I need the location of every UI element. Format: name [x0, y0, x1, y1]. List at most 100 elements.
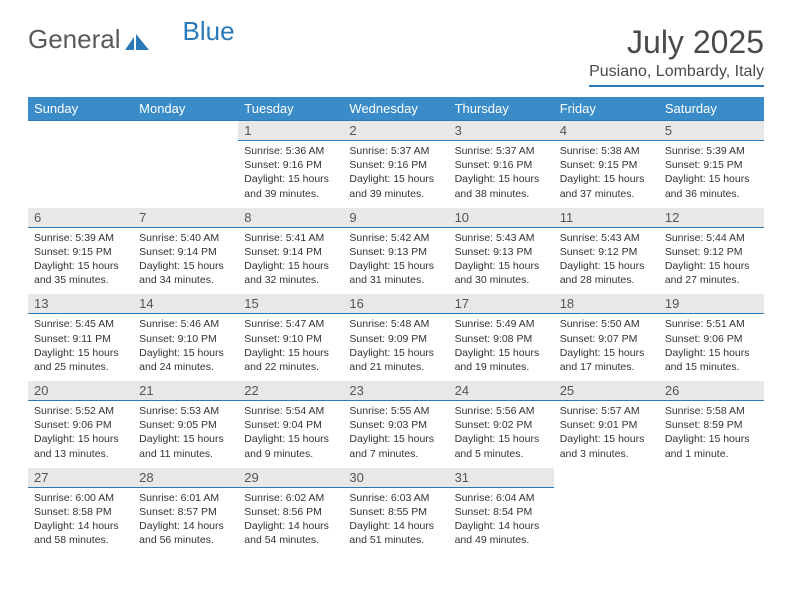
day-number: 8 — [238, 208, 343, 228]
day-number: 28 — [133, 468, 238, 488]
weekday-header-saturday: Saturday — [659, 97, 764, 121]
day-cell-22: 22Sunrise: 5:54 AMSunset: 9:04 PMDayligh… — [238, 381, 343, 468]
day-number: 14 — [133, 294, 238, 314]
day-number: 27 — [28, 468, 133, 488]
day-number: 15 — [238, 294, 343, 314]
logo: General Blue — [28, 24, 235, 55]
day-cell-25: 25Sunrise: 5:57 AMSunset: 9:01 PMDayligh… — [554, 381, 659, 468]
day-number: 12 — [659, 208, 764, 228]
day-number: 25 — [554, 381, 659, 401]
day-cell-1: 1Sunrise: 5:36 AMSunset: 9:16 PMDaylight… — [238, 121, 343, 208]
weekday-header-row: SundayMondayTuesdayWednesdayThursdayFrid… — [28, 97, 764, 121]
day-number: 3 — [449, 121, 554, 141]
day-number: 29 — [238, 468, 343, 488]
day-number: 1 — [238, 121, 343, 141]
day-number: 31 — [449, 468, 554, 488]
logo-text-general: General — [28, 24, 121, 55]
empty-cell — [659, 467, 764, 554]
day-info: Sunrise: 6:01 AMSunset: 8:57 PMDaylight:… — [133, 488, 238, 554]
day-cell-24: 24Sunrise: 5:56 AMSunset: 9:02 PMDayligh… — [449, 381, 554, 468]
day-cell-7: 7Sunrise: 5:40 AMSunset: 9:14 PMDaylight… — [133, 207, 238, 294]
day-cell-31: 31Sunrise: 6:04 AMSunset: 8:54 PMDayligh… — [449, 467, 554, 554]
day-number: 22 — [238, 381, 343, 401]
day-info: Sunrise: 5:46 AMSunset: 9:10 PMDaylight:… — [133, 314, 238, 380]
weekday-header-tuesday: Tuesday — [238, 97, 343, 121]
day-cell-16: 16Sunrise: 5:48 AMSunset: 9:09 PMDayligh… — [343, 294, 448, 381]
day-info: Sunrise: 5:43 AMSunset: 9:13 PMDaylight:… — [449, 228, 554, 294]
day-number: 18 — [554, 294, 659, 314]
day-info: Sunrise: 5:48 AMSunset: 9:09 PMDaylight:… — [343, 314, 448, 380]
day-cell-5: 5Sunrise: 5:39 AMSunset: 9:15 PMDaylight… — [659, 121, 764, 208]
day-cell-15: 15Sunrise: 5:47 AMSunset: 9:10 PMDayligh… — [238, 294, 343, 381]
day-info: Sunrise: 5:36 AMSunset: 9:16 PMDaylight:… — [238, 141, 343, 207]
day-info: Sunrise: 5:50 AMSunset: 9:07 PMDaylight:… — [554, 314, 659, 380]
logo-text-blue: Blue — [183, 16, 235, 47]
day-info: Sunrise: 5:57 AMSunset: 9:01 PMDaylight:… — [554, 401, 659, 467]
day-number: 9 — [343, 208, 448, 228]
day-info: Sunrise: 5:44 AMSunset: 9:12 PMDaylight:… — [659, 228, 764, 294]
empty-cell — [554, 467, 659, 554]
day-number: 19 — [659, 294, 764, 314]
day-number: 5 — [659, 121, 764, 141]
day-cell-6: 6Sunrise: 5:39 AMSunset: 9:15 PMDaylight… — [28, 207, 133, 294]
day-info: Sunrise: 5:39 AMSunset: 9:15 PMDaylight:… — [28, 228, 133, 294]
sails-icon — [123, 27, 151, 45]
day-cell-19: 19Sunrise: 5:51 AMSunset: 9:06 PMDayligh… — [659, 294, 764, 381]
day-info: Sunrise: 6:02 AMSunset: 8:56 PMDaylight:… — [238, 488, 343, 554]
day-info: Sunrise: 5:49 AMSunset: 9:08 PMDaylight:… — [449, 314, 554, 380]
location: Pusiano, Lombardy, Italy — [589, 63, 764, 87]
day-info: Sunrise: 6:00 AMSunset: 8:58 PMDaylight:… — [28, 488, 133, 554]
day-number: 11 — [554, 208, 659, 228]
day-info: Sunrise: 5:45 AMSunset: 9:11 PMDaylight:… — [28, 314, 133, 380]
header: General Blue July 2025 Pusiano, Lombardy… — [28, 24, 764, 87]
day-cell-9: 9Sunrise: 5:42 AMSunset: 9:13 PMDaylight… — [343, 207, 448, 294]
day-number: 17 — [449, 294, 554, 314]
day-info: Sunrise: 5:41 AMSunset: 9:14 PMDaylight:… — [238, 228, 343, 294]
weekday-header-wednesday: Wednesday — [343, 97, 448, 121]
month-title: July 2025 — [589, 24, 764, 61]
day-number: 6 — [28, 208, 133, 228]
day-info: Sunrise: 5:54 AMSunset: 9:04 PMDaylight:… — [238, 401, 343, 467]
day-number: 26 — [659, 381, 764, 401]
day-cell-13: 13Sunrise: 5:45 AMSunset: 9:11 PMDayligh… — [28, 294, 133, 381]
day-cell-14: 14Sunrise: 5:46 AMSunset: 9:10 PMDayligh… — [133, 294, 238, 381]
day-number: 20 — [28, 381, 133, 401]
day-number: 24 — [449, 381, 554, 401]
empty-cell — [133, 121, 238, 208]
day-info: Sunrise: 5:43 AMSunset: 9:12 PMDaylight:… — [554, 228, 659, 294]
weekday-header-friday: Friday — [554, 97, 659, 121]
day-cell-26: 26Sunrise: 5:58 AMSunset: 8:59 PMDayligh… — [659, 381, 764, 468]
day-info: Sunrise: 5:39 AMSunset: 9:15 PMDaylight:… — [659, 141, 764, 207]
day-info: Sunrise: 6:04 AMSunset: 8:54 PMDaylight:… — [449, 488, 554, 554]
day-number: 13 — [28, 294, 133, 314]
day-info: Sunrise: 5:38 AMSunset: 9:15 PMDaylight:… — [554, 141, 659, 207]
day-number: 7 — [133, 208, 238, 228]
day-info: Sunrise: 5:51 AMSunset: 9:06 PMDaylight:… — [659, 314, 764, 380]
day-cell-10: 10Sunrise: 5:43 AMSunset: 9:13 PMDayligh… — [449, 207, 554, 294]
day-number: 21 — [133, 381, 238, 401]
day-info: Sunrise: 5:55 AMSunset: 9:03 PMDaylight:… — [343, 401, 448, 467]
empty-cell — [28, 121, 133, 208]
day-number: 16 — [343, 294, 448, 314]
day-info: Sunrise: 5:58 AMSunset: 8:59 PMDaylight:… — [659, 401, 764, 467]
day-info: Sunrise: 5:42 AMSunset: 9:13 PMDaylight:… — [343, 228, 448, 294]
day-number: 23 — [343, 381, 448, 401]
day-cell-29: 29Sunrise: 6:02 AMSunset: 8:56 PMDayligh… — [238, 467, 343, 554]
calendar-table: SundayMondayTuesdayWednesdayThursdayFrid… — [28, 97, 764, 554]
day-cell-11: 11Sunrise: 5:43 AMSunset: 9:12 PMDayligh… — [554, 207, 659, 294]
day-cell-20: 20Sunrise: 5:52 AMSunset: 9:06 PMDayligh… — [28, 381, 133, 468]
day-cell-23: 23Sunrise: 5:55 AMSunset: 9:03 PMDayligh… — [343, 381, 448, 468]
day-cell-17: 17Sunrise: 5:49 AMSunset: 9:08 PMDayligh… — [449, 294, 554, 381]
day-info: Sunrise: 5:53 AMSunset: 9:05 PMDaylight:… — [133, 401, 238, 467]
weekday-header-thursday: Thursday — [449, 97, 554, 121]
day-cell-27: 27Sunrise: 6:00 AMSunset: 8:58 PMDayligh… — [28, 467, 133, 554]
day-number: 30 — [343, 468, 448, 488]
day-cell-30: 30Sunrise: 6:03 AMSunset: 8:55 PMDayligh… — [343, 467, 448, 554]
weekday-header-sunday: Sunday — [28, 97, 133, 121]
day-info: Sunrise: 5:52 AMSunset: 9:06 PMDaylight:… — [28, 401, 133, 467]
day-cell-8: 8Sunrise: 5:41 AMSunset: 9:14 PMDaylight… — [238, 207, 343, 294]
day-cell-28: 28Sunrise: 6:01 AMSunset: 8:57 PMDayligh… — [133, 467, 238, 554]
day-info: Sunrise: 5:47 AMSunset: 9:10 PMDaylight:… — [238, 314, 343, 380]
day-cell-12: 12Sunrise: 5:44 AMSunset: 9:12 PMDayligh… — [659, 207, 764, 294]
day-number: 10 — [449, 208, 554, 228]
